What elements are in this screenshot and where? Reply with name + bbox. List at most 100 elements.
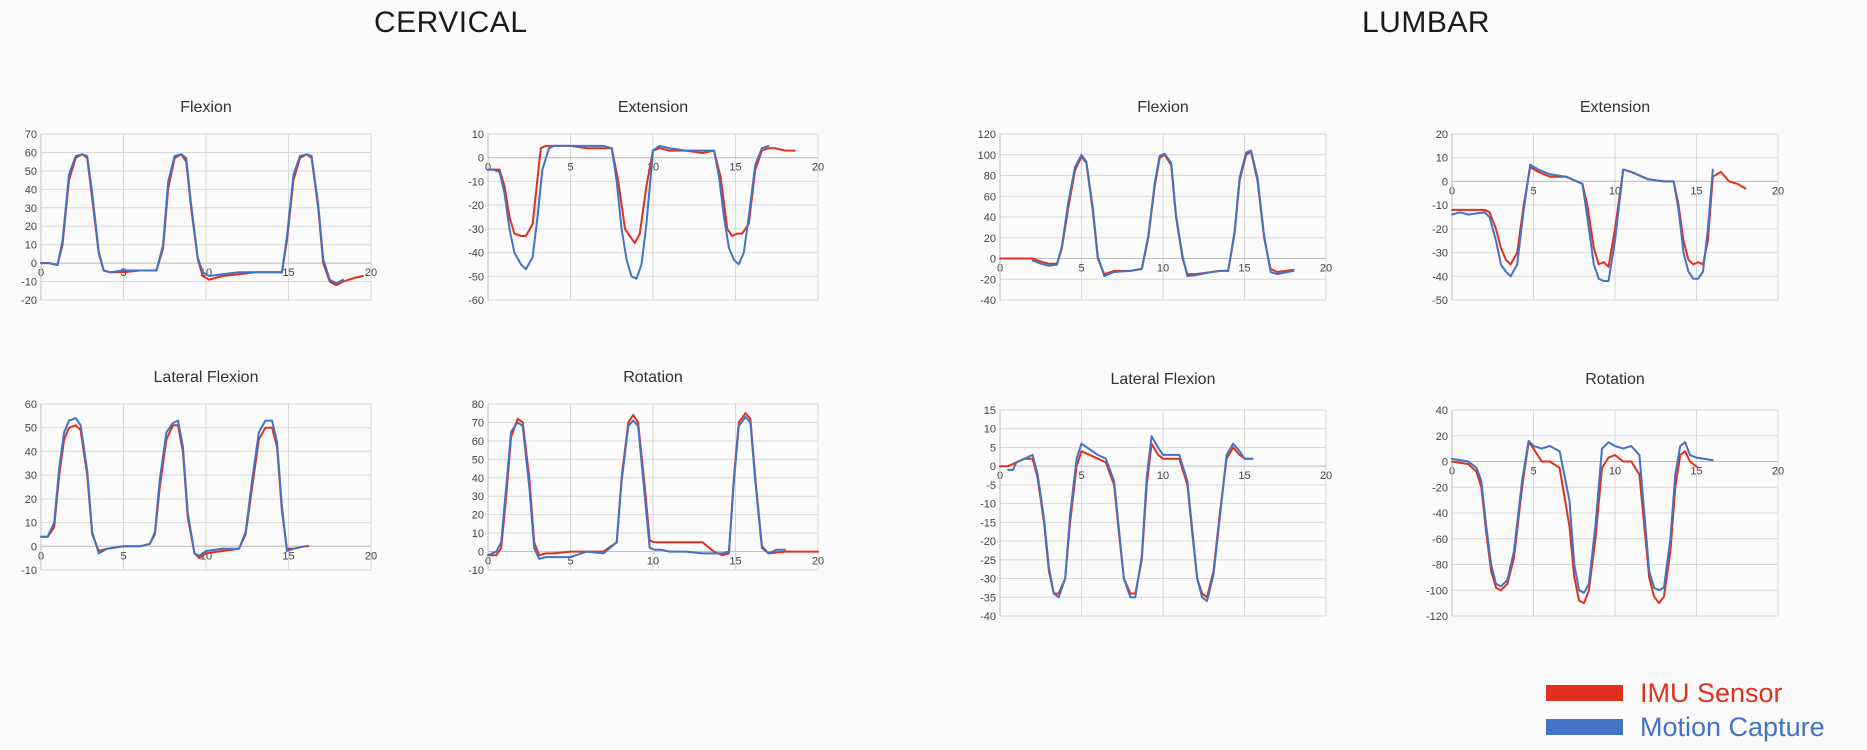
x-tick-label: 5 xyxy=(1078,263,1084,275)
x-tick-label: 10 xyxy=(1609,466,1621,478)
x-tick-label: 10 xyxy=(647,556,659,568)
legend-item-motion-capture: Motion Capture xyxy=(1546,710,1825,744)
y-tick-label: 60 xyxy=(25,147,37,159)
series-line-motion-capture xyxy=(1451,439,1714,594)
y-tick-label: 10 xyxy=(472,129,484,141)
y-tick-label: -120 xyxy=(1426,611,1448,623)
chart-svg: Extension-60-50-40-30-20-1001005101520 xyxy=(468,99,824,307)
x-tick-label: 5 xyxy=(1530,466,1536,478)
chart-title: Flexion xyxy=(1137,99,1189,116)
y-tick-label: -20 xyxy=(1432,482,1448,494)
y-tick-label: 40 xyxy=(25,184,37,196)
y-tick-label: -100 xyxy=(1426,585,1448,597)
y-tick-label: -40 xyxy=(980,611,996,623)
chart-svg: Flexion-20-1001020304050607005101520 xyxy=(21,99,377,307)
x-tick-label: 20 xyxy=(812,162,824,174)
chart-svg: Lateral Flexion-10010203040506005101520 xyxy=(21,369,377,577)
y-tick-label: 10 xyxy=(25,240,37,252)
x-tick-label: 15 xyxy=(1238,470,1250,482)
y-tick-label: -50 xyxy=(1432,295,1448,307)
series-line-imu-sensor xyxy=(40,424,310,560)
series-line-motion-capture xyxy=(40,153,344,285)
chart-title: Flexion xyxy=(180,99,232,116)
x-tick-label: 5 xyxy=(1530,185,1536,197)
x-tick-label: 15 xyxy=(729,556,741,568)
y-tick-label: -15 xyxy=(980,517,996,529)
y-tick-label: 20 xyxy=(984,233,996,245)
chart-title: Extension xyxy=(618,99,688,116)
y-tick-label: 15 xyxy=(984,405,996,417)
section-title-cervical: CERVICAL xyxy=(374,6,528,39)
y-tick-label: -80 xyxy=(1432,560,1448,572)
series-line-imu-sensor xyxy=(1451,166,1747,268)
x-tick-label: 15 xyxy=(282,550,294,562)
legend-swatch-imu xyxy=(1546,685,1623,701)
y-tick-label: 0 xyxy=(990,254,996,266)
x-tick-label: 20 xyxy=(1320,263,1332,275)
x-tick-label: 10 xyxy=(1609,185,1621,197)
series-line-imu-sensor xyxy=(1451,441,1698,605)
y-tick-label: -40 xyxy=(980,295,996,307)
y-tick-label: 60 xyxy=(472,436,484,448)
chart-cervical-lateral-flexion: Lateral Flexion-10010203040506005101520 xyxy=(8,364,381,580)
x-tick-label: 15 xyxy=(1690,185,1702,197)
legend-swatch-motion-capture xyxy=(1546,719,1623,735)
chart-svg: Rotation-120-100-80-60-40-20020400510152… xyxy=(1426,371,1784,623)
x-tick-label: 10 xyxy=(1157,263,1169,275)
y-tick-label: 40 xyxy=(1436,405,1448,417)
chart-title: Rotation xyxy=(1585,371,1645,388)
chart-cervical-extension: Extension-60-50-40-30-20-1001005101520 xyxy=(458,94,828,310)
y-tick-label: 0 xyxy=(478,153,484,165)
y-tick-label: -20 xyxy=(980,536,996,548)
y-tick-label: -10 xyxy=(468,176,484,188)
y-tick-label: 80 xyxy=(472,399,484,411)
x-tick-label: 20 xyxy=(812,556,824,568)
chart-svg: Flexion-40-2002040608010012005101520 xyxy=(978,99,1332,307)
chart-svg: Extension-50-40-30-20-100102005101520 xyxy=(1432,99,1784,307)
chart-title: Lateral Flexion xyxy=(1111,371,1216,388)
y-tick-label: 0 xyxy=(1442,457,1448,469)
x-tick-label: 5 xyxy=(1078,470,1084,482)
series-line-motion-capture xyxy=(487,415,786,560)
y-tick-label: 0 xyxy=(31,541,37,553)
y-tick-label: -5 xyxy=(986,480,996,492)
y-tick-label: 30 xyxy=(472,491,484,503)
x-tick-label: 15 xyxy=(1238,263,1250,275)
y-tick-label: 60 xyxy=(25,399,37,411)
y-tick-label: 10 xyxy=(984,424,996,436)
y-tick-label: 60 xyxy=(984,191,996,203)
y-tick-label: 50 xyxy=(472,454,484,466)
y-tick-label: -60 xyxy=(468,295,484,307)
y-tick-label: 20 xyxy=(1436,129,1448,141)
chart-lumbar-extension: Extension-50-40-30-20-100102005101520 xyxy=(1420,94,1788,310)
x-tick-label: 20 xyxy=(1772,185,1784,197)
chart-svg: Rotation-100102030405060708005101520 xyxy=(468,369,824,577)
y-tick-label: -10 xyxy=(980,499,996,511)
series-line-motion-capture xyxy=(1451,163,1714,282)
y-tick-label: 30 xyxy=(25,470,37,482)
y-tick-label: -40 xyxy=(1432,508,1448,520)
y-tick-label: -30 xyxy=(1432,248,1448,260)
series-line-imu-sensor xyxy=(999,150,1295,276)
y-tick-label: -10 xyxy=(21,277,37,289)
y-tick-label: 20 xyxy=(25,494,37,506)
y-tick-label: 0 xyxy=(478,547,484,559)
series-line-imu-sensor xyxy=(999,442,1254,599)
y-tick-label: 40 xyxy=(25,446,37,458)
y-tick-label: -20 xyxy=(980,274,996,286)
y-tick-label: -40 xyxy=(1432,271,1448,283)
y-tick-label: -30 xyxy=(468,224,484,236)
y-tick-label: -10 xyxy=(21,565,37,577)
series-line-motion-capture xyxy=(40,417,306,557)
y-tick-label: 80 xyxy=(984,171,996,183)
y-tick-label: -50 xyxy=(468,271,484,283)
x-tick-label: 15 xyxy=(1690,466,1702,478)
y-tick-label: -60 xyxy=(1432,534,1448,546)
y-tick-label: 20 xyxy=(25,221,37,233)
chart-svg: Lateral Flexion -40 -35 -30 -25 -20 -15 -10 -5 0 5… xyxy=(980,371,1332,623)
x-tick-label: 5 xyxy=(567,162,573,174)
x-tick-label: 20 xyxy=(1320,470,1332,482)
y-tick-label: -20 xyxy=(468,200,484,212)
chart-title: Extension xyxy=(1580,99,1650,116)
chart-cervical-rotation: Rotation-100102030405060708005101520 xyxy=(458,364,828,580)
